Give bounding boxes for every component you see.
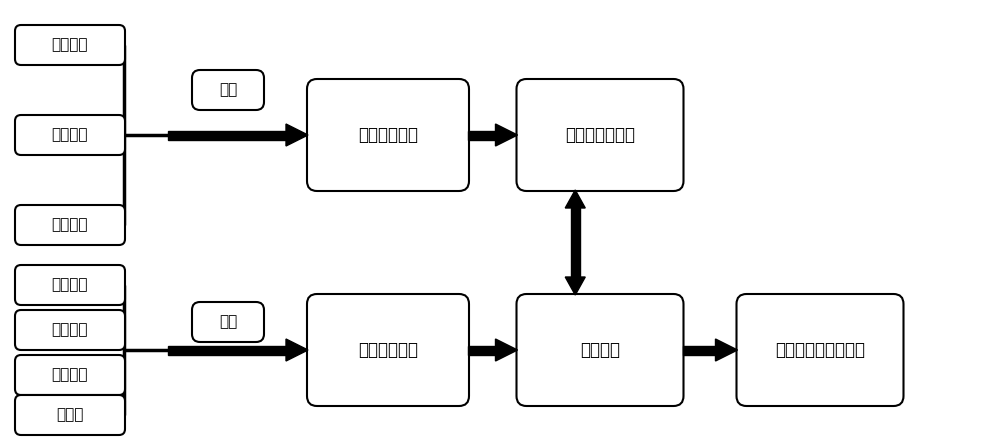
Polygon shape (716, 339, 738, 361)
Text: 人员安排: 人员安排 (52, 127, 88, 142)
Polygon shape (286, 124, 308, 146)
FancyBboxPatch shape (15, 25, 125, 65)
FancyBboxPatch shape (516, 294, 684, 406)
Polygon shape (286, 339, 308, 361)
FancyBboxPatch shape (15, 395, 125, 435)
FancyBboxPatch shape (192, 70, 264, 110)
FancyBboxPatch shape (15, 205, 125, 245)
Polygon shape (496, 339, 518, 361)
FancyBboxPatch shape (15, 355, 125, 395)
FancyBboxPatch shape (516, 79, 684, 191)
FancyBboxPatch shape (15, 265, 125, 305)
Polygon shape (496, 124, 518, 146)
FancyBboxPatch shape (736, 294, 904, 406)
Text: 基准: 基准 (219, 83, 237, 98)
Bar (468, 346, 496, 354)
Polygon shape (565, 190, 585, 208)
Text: 用电设备: 用电设备 (52, 38, 88, 53)
Bar (682, 346, 716, 354)
FancyBboxPatch shape (307, 294, 469, 406)
FancyBboxPatch shape (15, 115, 125, 155)
Text: 窗户热阻: 窗户热阻 (52, 367, 88, 382)
FancyBboxPatch shape (307, 79, 469, 191)
FancyBboxPatch shape (15, 310, 125, 350)
Polygon shape (565, 277, 585, 295)
Text: 确定建筑的功能: 确定建筑的功能 (565, 126, 635, 144)
Text: 耦合影响: 耦合影响 (580, 341, 620, 359)
Text: 作息时间: 作息时间 (52, 217, 88, 232)
Text: 窗墙比: 窗墙比 (56, 408, 84, 423)
Text: 建筑朝向: 建筑朝向 (52, 278, 88, 293)
Bar (571, 208, 580, 277)
Text: 修正: 修正 (219, 315, 237, 329)
Text: 运行属性参数: 运行属性参数 (358, 126, 418, 144)
Text: 自有属性参数: 自有属性参数 (358, 341, 418, 359)
Bar (468, 130, 496, 140)
Text: 建立最终的数学模型: 建立最终的数学模型 (775, 341, 865, 359)
Text: 墙体热阻: 墙体热阻 (52, 323, 88, 338)
FancyBboxPatch shape (192, 302, 264, 342)
Bar (168, 130, 286, 140)
Bar (168, 346, 286, 354)
